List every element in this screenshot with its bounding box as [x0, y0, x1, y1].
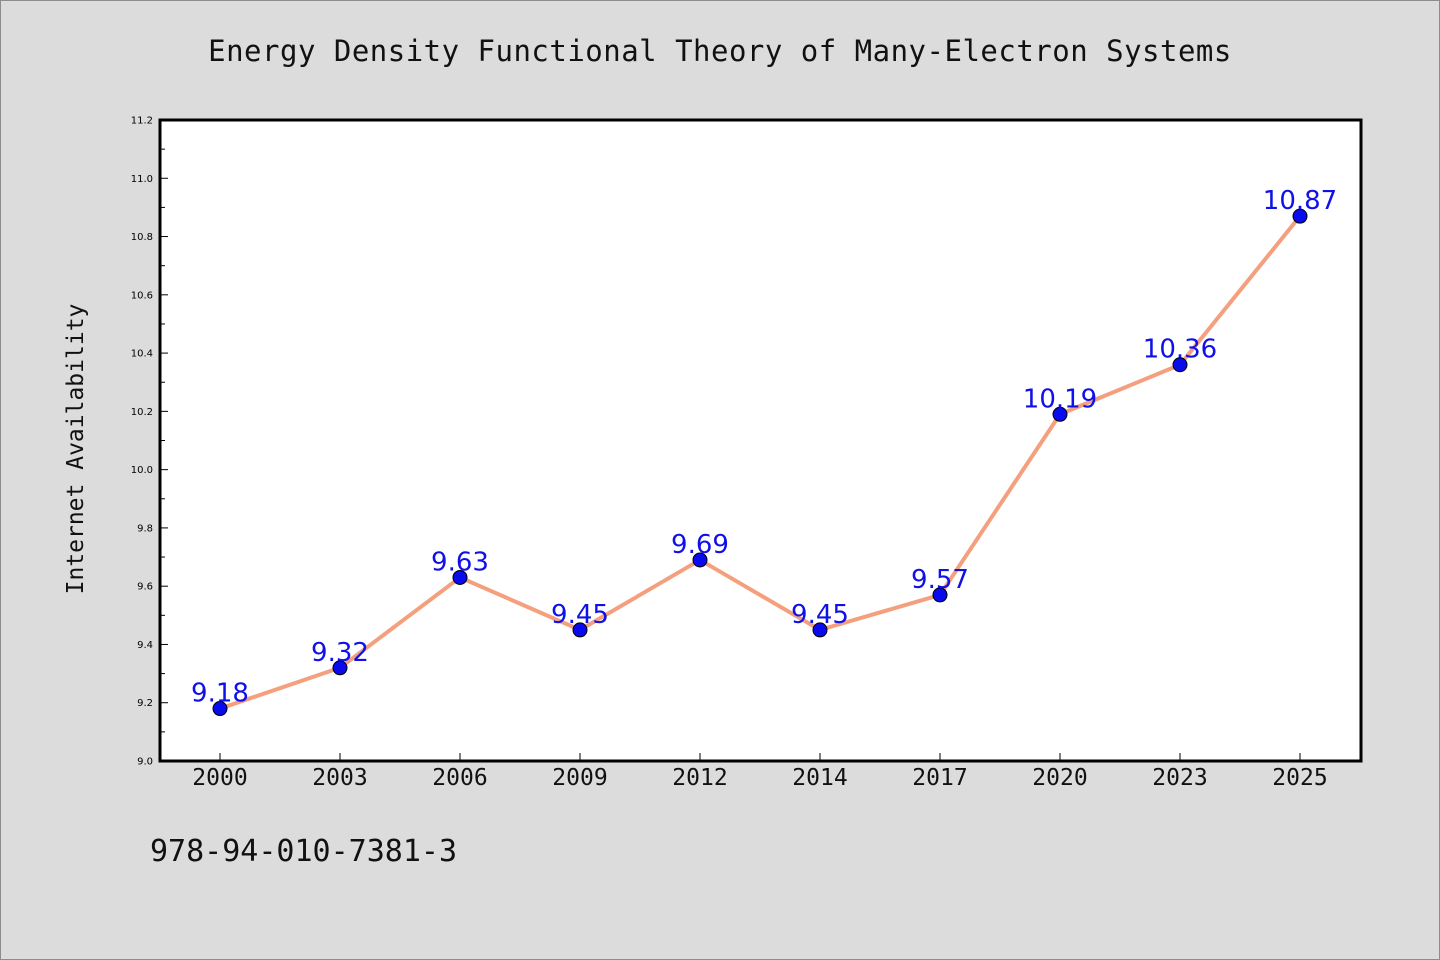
series-line [218, 214, 1302, 711]
y-tick-label: 9.8 [137, 523, 153, 534]
x-tick-label: 2012 [672, 765, 727, 791]
y-tick-label: 9.4 [137, 640, 153, 651]
data-point [692, 552, 708, 568]
data-label: 9.45 [551, 600, 609, 630]
x-tick-label: 2023 [1152, 765, 1207, 791]
x-tick-label: 2003 [312, 765, 367, 791]
data-point [1292, 208, 1308, 224]
x-tick-label: 2009 [552, 765, 607, 791]
data-point [212, 701, 228, 717]
x-tick-label: 2025 [1272, 765, 1327, 791]
data-label: 9.57 [911, 565, 969, 595]
x-tick-label: 2000 [192, 765, 247, 791]
data-point [1172, 357, 1188, 373]
data-label: 9.45 [791, 600, 849, 630]
chart-title: Energy Density Functional Theory of Many… [208, 34, 1232, 68]
x-tick-label: 2017 [912, 765, 967, 791]
y-tick-label: 11.0 [131, 174, 153, 185]
y-tick-label: 10.8 [131, 232, 153, 243]
data-point [572, 622, 588, 638]
x-tick-label: 2006 [432, 765, 487, 791]
y-tick-label: 9.2 [137, 698, 153, 709]
data-point [812, 622, 828, 638]
data-point [332, 660, 348, 676]
x-axis: 2000 2003 2006 2009 2012 2014 2017 2020 2023 2025 [192, 753, 1328, 791]
data-label: 9.32 [311, 638, 369, 668]
y-axis: 9.0 9.2 9.4 9.6 9.8 10.0 10.2 10.4 10.6 10.8 11.0 1… [131, 116, 168, 768]
x-tick-label: 2020 [1032, 765, 1087, 791]
y-tick-label: 10.2 [131, 407, 153, 418]
data-label: 9.18 [191, 679, 249, 709]
data-point [452, 569, 468, 585]
y-tick-label: 9.0 [137, 757, 153, 768]
plot-border [158, 118, 1363, 763]
data-point [932, 587, 948, 603]
y-tick-label: 9.6 [137, 582, 153, 593]
x-tick-label: 2014 [792, 765, 847, 791]
data-label: 10.36 [1143, 335, 1217, 365]
data-point [1052, 406, 1068, 422]
y-tick-label: 10.4 [131, 349, 153, 360]
series: 9.18 9.32 9.63 9.45 9.69 9.45 9.57 10.19 10.36 10… [191, 186, 1337, 717]
data-label: 10.19 [1023, 384, 1097, 414]
data-label: 10.87 [1263, 186, 1337, 216]
y-tick-label: 10.6 [131, 290, 153, 301]
data-label: 9.63 [431, 547, 489, 577]
footer-code: 978-94-010-7381-3 [150, 834, 458, 869]
y-tick-label: 11.2 [131, 116, 153, 127]
y-tick-label: 10.0 [131, 465, 153, 476]
data-label: 9.69 [671, 530, 729, 560]
